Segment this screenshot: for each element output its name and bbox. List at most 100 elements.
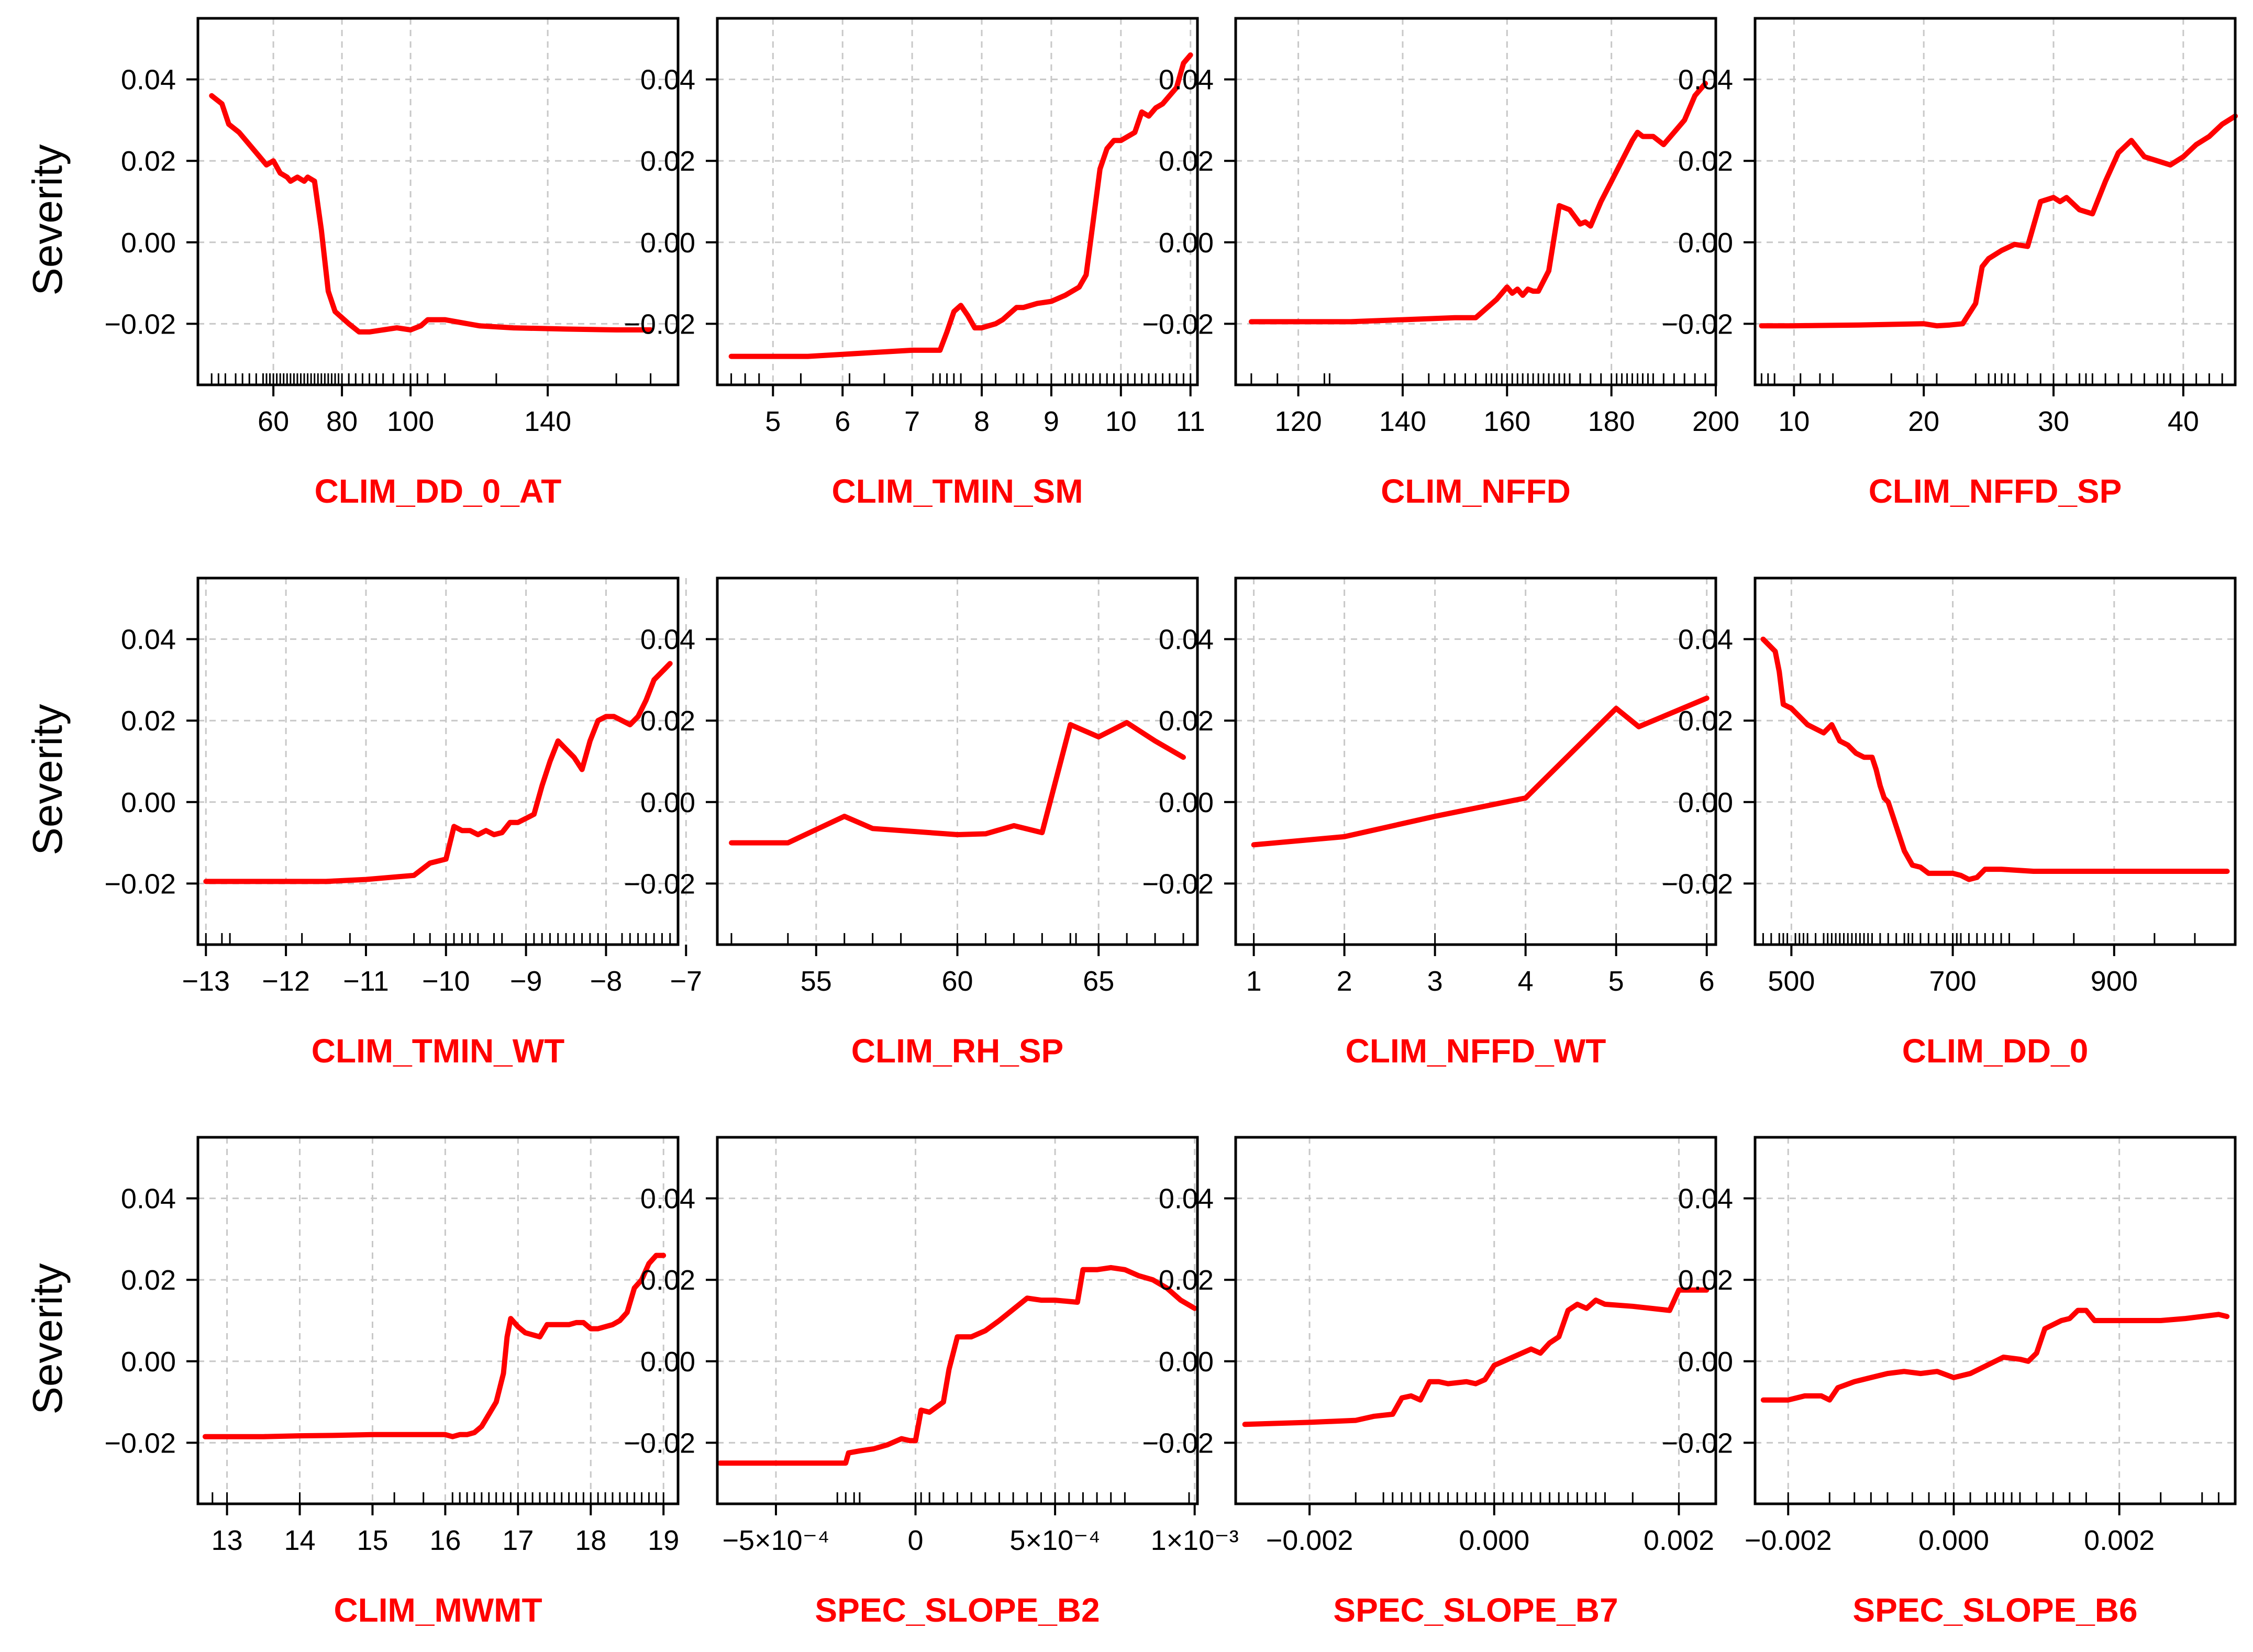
y-tick-label: −0.02 (624, 1427, 695, 1459)
y-tick-label: 0.02 (1159, 146, 1214, 177)
y-tick-label: 0.00 (121, 787, 176, 818)
y-tick-label: −0.02 (1661, 308, 1733, 340)
y-tick-label: −0.02 (1142, 1427, 1214, 1459)
x-axis-title: CLIM_NFFD_WT (1346, 1032, 1606, 1070)
x-tick-label: 0.000 (1459, 1525, 1529, 1556)
panel-clim-nffd: 120 140 160 180 200 −0.02 0.00 0.02 0.04 CLIM_NFF… (1142, 17, 1739, 510)
x-tick-label: 5×10⁻⁴ (1009, 1525, 1100, 1556)
x-tick-label: 17 (502, 1525, 534, 1556)
x-tick-label: 3 (1427, 966, 1443, 997)
x-tick-label: −10 (422, 966, 470, 997)
y-tick-label: 0.00 (1678, 787, 1733, 818)
panel-spec-slope-b6: −0.002 0.000 0.002 −0.02 0.00 0.02 0.04 SPEC_SL… (1661, 1136, 2237, 1629)
panel-clim-tmin-sm: 5 6 7 8 9 10 11 −0.02 0.00 0.02 0.04 CLIM_TMIN_SM (624, 17, 1205, 510)
x-tick-label: 100 (387, 406, 434, 437)
x-tick-label: 2 (1337, 966, 1352, 997)
y-tick-label: 0.00 (1159, 227, 1214, 259)
severity-line (202, 1252, 667, 1439)
x-tick-label: 60 (941, 966, 973, 997)
x-tick-label: 140 (524, 406, 571, 437)
panel-frame (1234, 576, 1717, 946)
y-tick-label: 0.00 (121, 227, 176, 259)
panel-clim-mwmt: 13 14 15 16 17 18 19 −0.02 0.00 0.02 0.04 Severity C… (24, 1136, 680, 1629)
x-tick-label: 5 (765, 406, 781, 437)
y-tick-label: 0.00 (121, 1346, 176, 1378)
x-tick-label: −0.002 (1745, 1525, 1832, 1556)
x-tick-label: 20 (1908, 406, 1939, 437)
x-tick-label: 900 (2091, 966, 2138, 997)
x-tick-label: −12 (262, 966, 310, 997)
y-tick-label: 0.02 (1678, 146, 1733, 177)
x-tick-label: 15 (357, 1525, 388, 1556)
y-tick-label: 0.04 (1159, 624, 1214, 656)
x-tick-label: −8 (590, 966, 623, 997)
x-tick-label: 0 (908, 1525, 924, 1556)
x-axis-title: CLIM_TMIN_WT (312, 1032, 565, 1070)
x-tick-label: 6 (835, 406, 850, 437)
x-axis-title: SPEC_SLOPE_B7 (1333, 1591, 1618, 1629)
x-tick-label: −9 (510, 966, 542, 997)
x-tick-label: 6 (1699, 966, 1715, 997)
x-tick-label: 1 (1246, 966, 1262, 997)
y-tick-label: 0.04 (1678, 64, 1733, 96)
y-tick-label: −0.02 (1661, 868, 1733, 900)
y-tick-label: 0.04 (121, 624, 176, 656)
x-tick-label: 65 (1083, 966, 1114, 997)
y-tick-label: 0.04 (640, 624, 695, 656)
severity-line (209, 93, 653, 335)
panel-frame (1753, 17, 2237, 386)
y-tick-label: 0.00 (1159, 787, 1214, 818)
y-tick-label: 0.02 (1678, 1265, 1733, 1296)
y-tick-label: 0.00 (1678, 227, 1733, 259)
panel-clim-rh-sp: 55 60 65 −0.02 0.00 0.02 0.04 CLIM_RH_SP (624, 576, 1199, 1070)
x-tick-label: 0.002 (2084, 1525, 2155, 1556)
x-axis-title: CLIM_MWMT (334, 1591, 542, 1629)
x-tick-label: 16 (429, 1525, 461, 1556)
x-tick-label: 120 (1275, 406, 1322, 437)
x-tick-label: −7 (670, 966, 702, 997)
panel-frame (1753, 1136, 2237, 1505)
y-tick-label: 0.02 (1159, 705, 1214, 737)
x-tick-label: 13 (212, 1525, 243, 1556)
panel-clim-dd-0-at: 60 80 100 140 −0.02 0.00 0.02 0.04 Severity CLIM_… (24, 17, 680, 510)
x-tick-label: 0.000 (1918, 1525, 1989, 1556)
y-tick-label: 0.04 (1159, 1183, 1214, 1215)
panel-clim-tmin-wt: −13 −12 −11 −10 −9 −8 −7 −0.02 0.00 0.02 0.04 Sever… (24, 576, 702, 1070)
x-tick-label: 9 (1044, 406, 1059, 437)
x-axis-title: CLIM_DD_0 (1902, 1032, 2089, 1070)
x-tick-label: 18 (575, 1525, 606, 1556)
x-axis-title: CLIM_RH_SP (851, 1032, 1063, 1070)
x-axis-title: SPEC_SLOPE_B2 (815, 1591, 1100, 1629)
x-tick-label: 14 (284, 1525, 315, 1556)
x-tick-label: 4 (1518, 966, 1534, 997)
x-tick-label: 160 (1483, 406, 1530, 437)
panel-frame (196, 17, 680, 386)
severity-line (1760, 1307, 2230, 1403)
panel-clim-dd-0: 500 700 900 −0.02 0.00 0.02 0.04 CLIM_DD_0 (1661, 576, 2237, 1070)
panel-frame (716, 1136, 1199, 1505)
x-tick-label: 10 (1105, 406, 1137, 437)
y-tick-label: 0.02 (1678, 705, 1733, 737)
x-tick-label: 140 (1379, 406, 1426, 437)
x-tick-label: −0.002 (1266, 1525, 1353, 1556)
severity-line (1760, 636, 2230, 882)
panel-frame (1753, 576, 2237, 946)
y-tick-label: 0.00 (1159, 1346, 1214, 1378)
y-tick-label: −0.02 (104, 1427, 176, 1459)
x-tick-label: 180 (1588, 406, 1635, 437)
x-tick-label: 60 (258, 406, 289, 437)
y-tick-label: −0.02 (104, 308, 176, 340)
severity-line (1759, 113, 2238, 329)
x-axis-title: SPEC_SLOPE_B6 (1852, 1591, 2137, 1629)
panel-frame (716, 17, 1199, 386)
y-tick-label: 0.02 (640, 146, 695, 177)
panel-spec-slope-b7: −0.002 0.000 0.002 −0.02 0.00 0.02 0.04 SPEC_SL… (1142, 1136, 1717, 1629)
x-tick-label: 200 (1692, 406, 1739, 437)
y-tick-label: 0.02 (640, 705, 695, 737)
x-tick-label: 10 (1778, 406, 1810, 437)
x-tick-label: 80 (326, 406, 358, 437)
panel-frame (196, 1136, 680, 1505)
x-tick-label: 700 (1929, 966, 1977, 997)
y-tick-label: 0.04 (640, 1183, 695, 1215)
